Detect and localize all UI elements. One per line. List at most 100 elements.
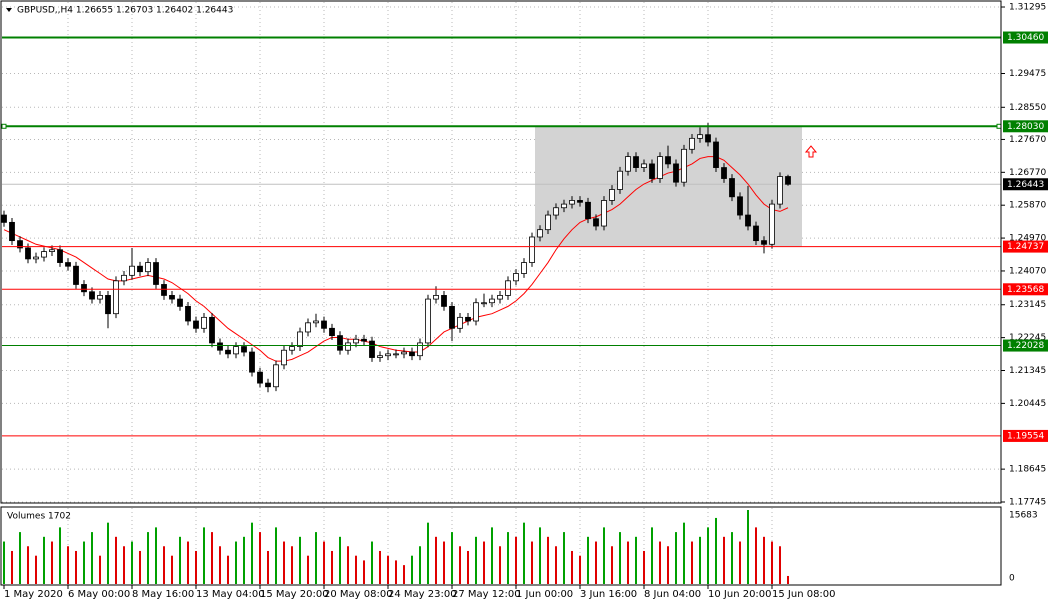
volume-bar <box>603 527 605 584</box>
candle-body <box>57 249 63 263</box>
candle-body <box>721 167 727 179</box>
volume-bar <box>227 555 229 584</box>
volume-bar <box>539 527 541 584</box>
volume-bar <box>267 550 269 584</box>
volume-bar <box>507 532 509 584</box>
candle-body <box>601 200 607 227</box>
volume-bar <box>3 541 5 584</box>
volume-bar <box>59 527 61 584</box>
candle-body <box>689 137 695 150</box>
volume-bar <box>91 532 93 584</box>
volume-bar <box>467 550 469 584</box>
volume-bar <box>243 536 245 584</box>
volume-bar <box>171 555 173 584</box>
volume-bar <box>123 546 125 584</box>
candle-body <box>145 262 151 273</box>
current-price-bg <box>1003 178 1048 191</box>
candle-body <box>553 207 559 216</box>
y-tick-label: 1.20445 <box>1009 399 1046 409</box>
y-tick-label: 1.25870 <box>1009 201 1046 211</box>
volume-bar <box>723 536 725 584</box>
volume-bar <box>307 555 309 584</box>
volume-bar <box>451 532 453 584</box>
volume-bar <box>459 546 461 584</box>
volume-bar <box>675 532 677 584</box>
volume-bar <box>555 546 557 584</box>
level-label: 1.30460 <box>1007 33 1044 43</box>
candle-body <box>729 178 735 198</box>
level-label-bg <box>1003 31 1048 44</box>
volume-bar <box>339 536 341 584</box>
candle-body <box>313 320 319 324</box>
candle-body <box>649 163 655 179</box>
volume-bar <box>779 546 781 584</box>
volume-bar <box>627 541 629 584</box>
candle-body <box>209 316 215 344</box>
volume-bar <box>19 532 21 584</box>
volume-bar <box>259 532 261 584</box>
level-label-bg <box>1003 120 1048 133</box>
level-label: 1.23568 <box>1007 285 1044 295</box>
volume-tick-label: 15683 <box>1009 511 1038 521</box>
volume-bar <box>195 550 197 584</box>
volume-bar <box>771 541 773 584</box>
volume-bar <box>395 560 397 584</box>
price-frame <box>0 0 1002 504</box>
volume-bar <box>635 536 637 584</box>
volume-bar <box>323 541 325 584</box>
volume-bar <box>587 536 589 584</box>
candle-body <box>265 382 271 388</box>
volume-bar <box>155 527 157 584</box>
level-label: 1.24737 <box>1007 242 1044 252</box>
x-tick-label: 3 Jun 16:00 <box>580 589 637 600</box>
volume-bar <box>547 536 549 584</box>
x-tick-label: 10 Jun 20:00 <box>708 589 772 600</box>
candle-body <box>201 316 207 329</box>
candle-body <box>233 346 239 355</box>
candle-body <box>33 256 39 260</box>
y-tick-label: 1.24970 <box>1009 234 1046 244</box>
candle-body <box>281 349 287 366</box>
candle-body <box>769 203 775 245</box>
candle-body <box>737 196 743 216</box>
y-tick-label: 1.29475 <box>1009 69 1046 79</box>
volume-title: Volumes 1702 <box>7 512 71 522</box>
candle-body <box>273 364 279 388</box>
candle-body <box>41 251 47 258</box>
candle-body <box>137 265 143 273</box>
zone-rectangle <box>535 126 802 247</box>
candle-body <box>785 176 791 185</box>
volume-bar <box>291 546 293 584</box>
level-label-bg <box>1003 429 1048 442</box>
candle-body <box>529 236 535 263</box>
volume-bar <box>27 546 29 584</box>
candle-body <box>761 240 767 245</box>
y-tick-label: 1.27670 <box>1009 135 1046 145</box>
candle-body <box>513 273 519 282</box>
volume-bar <box>611 546 613 584</box>
volume-bar <box>731 532 733 584</box>
x-tick-label: 6 May 00:00 <box>68 589 130 600</box>
candle-body <box>713 141 719 168</box>
candle-body <box>153 262 159 285</box>
volume-bar <box>595 541 597 584</box>
y-tick-label: 1.24070 <box>1009 266 1046 276</box>
level-label-bg <box>1003 240 1048 253</box>
candle-body <box>249 351 255 373</box>
candle-body <box>337 335 343 351</box>
volume-bar <box>51 541 53 584</box>
candle-body <box>289 346 295 351</box>
volume-bar <box>739 541 741 584</box>
candle-body <box>409 351 415 357</box>
candle-body <box>1 214 7 223</box>
candle-body <box>49 249 55 252</box>
menu-icon <box>6 8 12 12</box>
candle-body <box>17 240 23 249</box>
candle-body <box>385 353 391 357</box>
candle-body <box>545 214 551 231</box>
volume-bar <box>787 575 789 584</box>
candle-body <box>681 148 687 183</box>
candle-body <box>97 295 103 300</box>
volume-bar <box>11 550 13 584</box>
volume-bar <box>355 555 357 584</box>
